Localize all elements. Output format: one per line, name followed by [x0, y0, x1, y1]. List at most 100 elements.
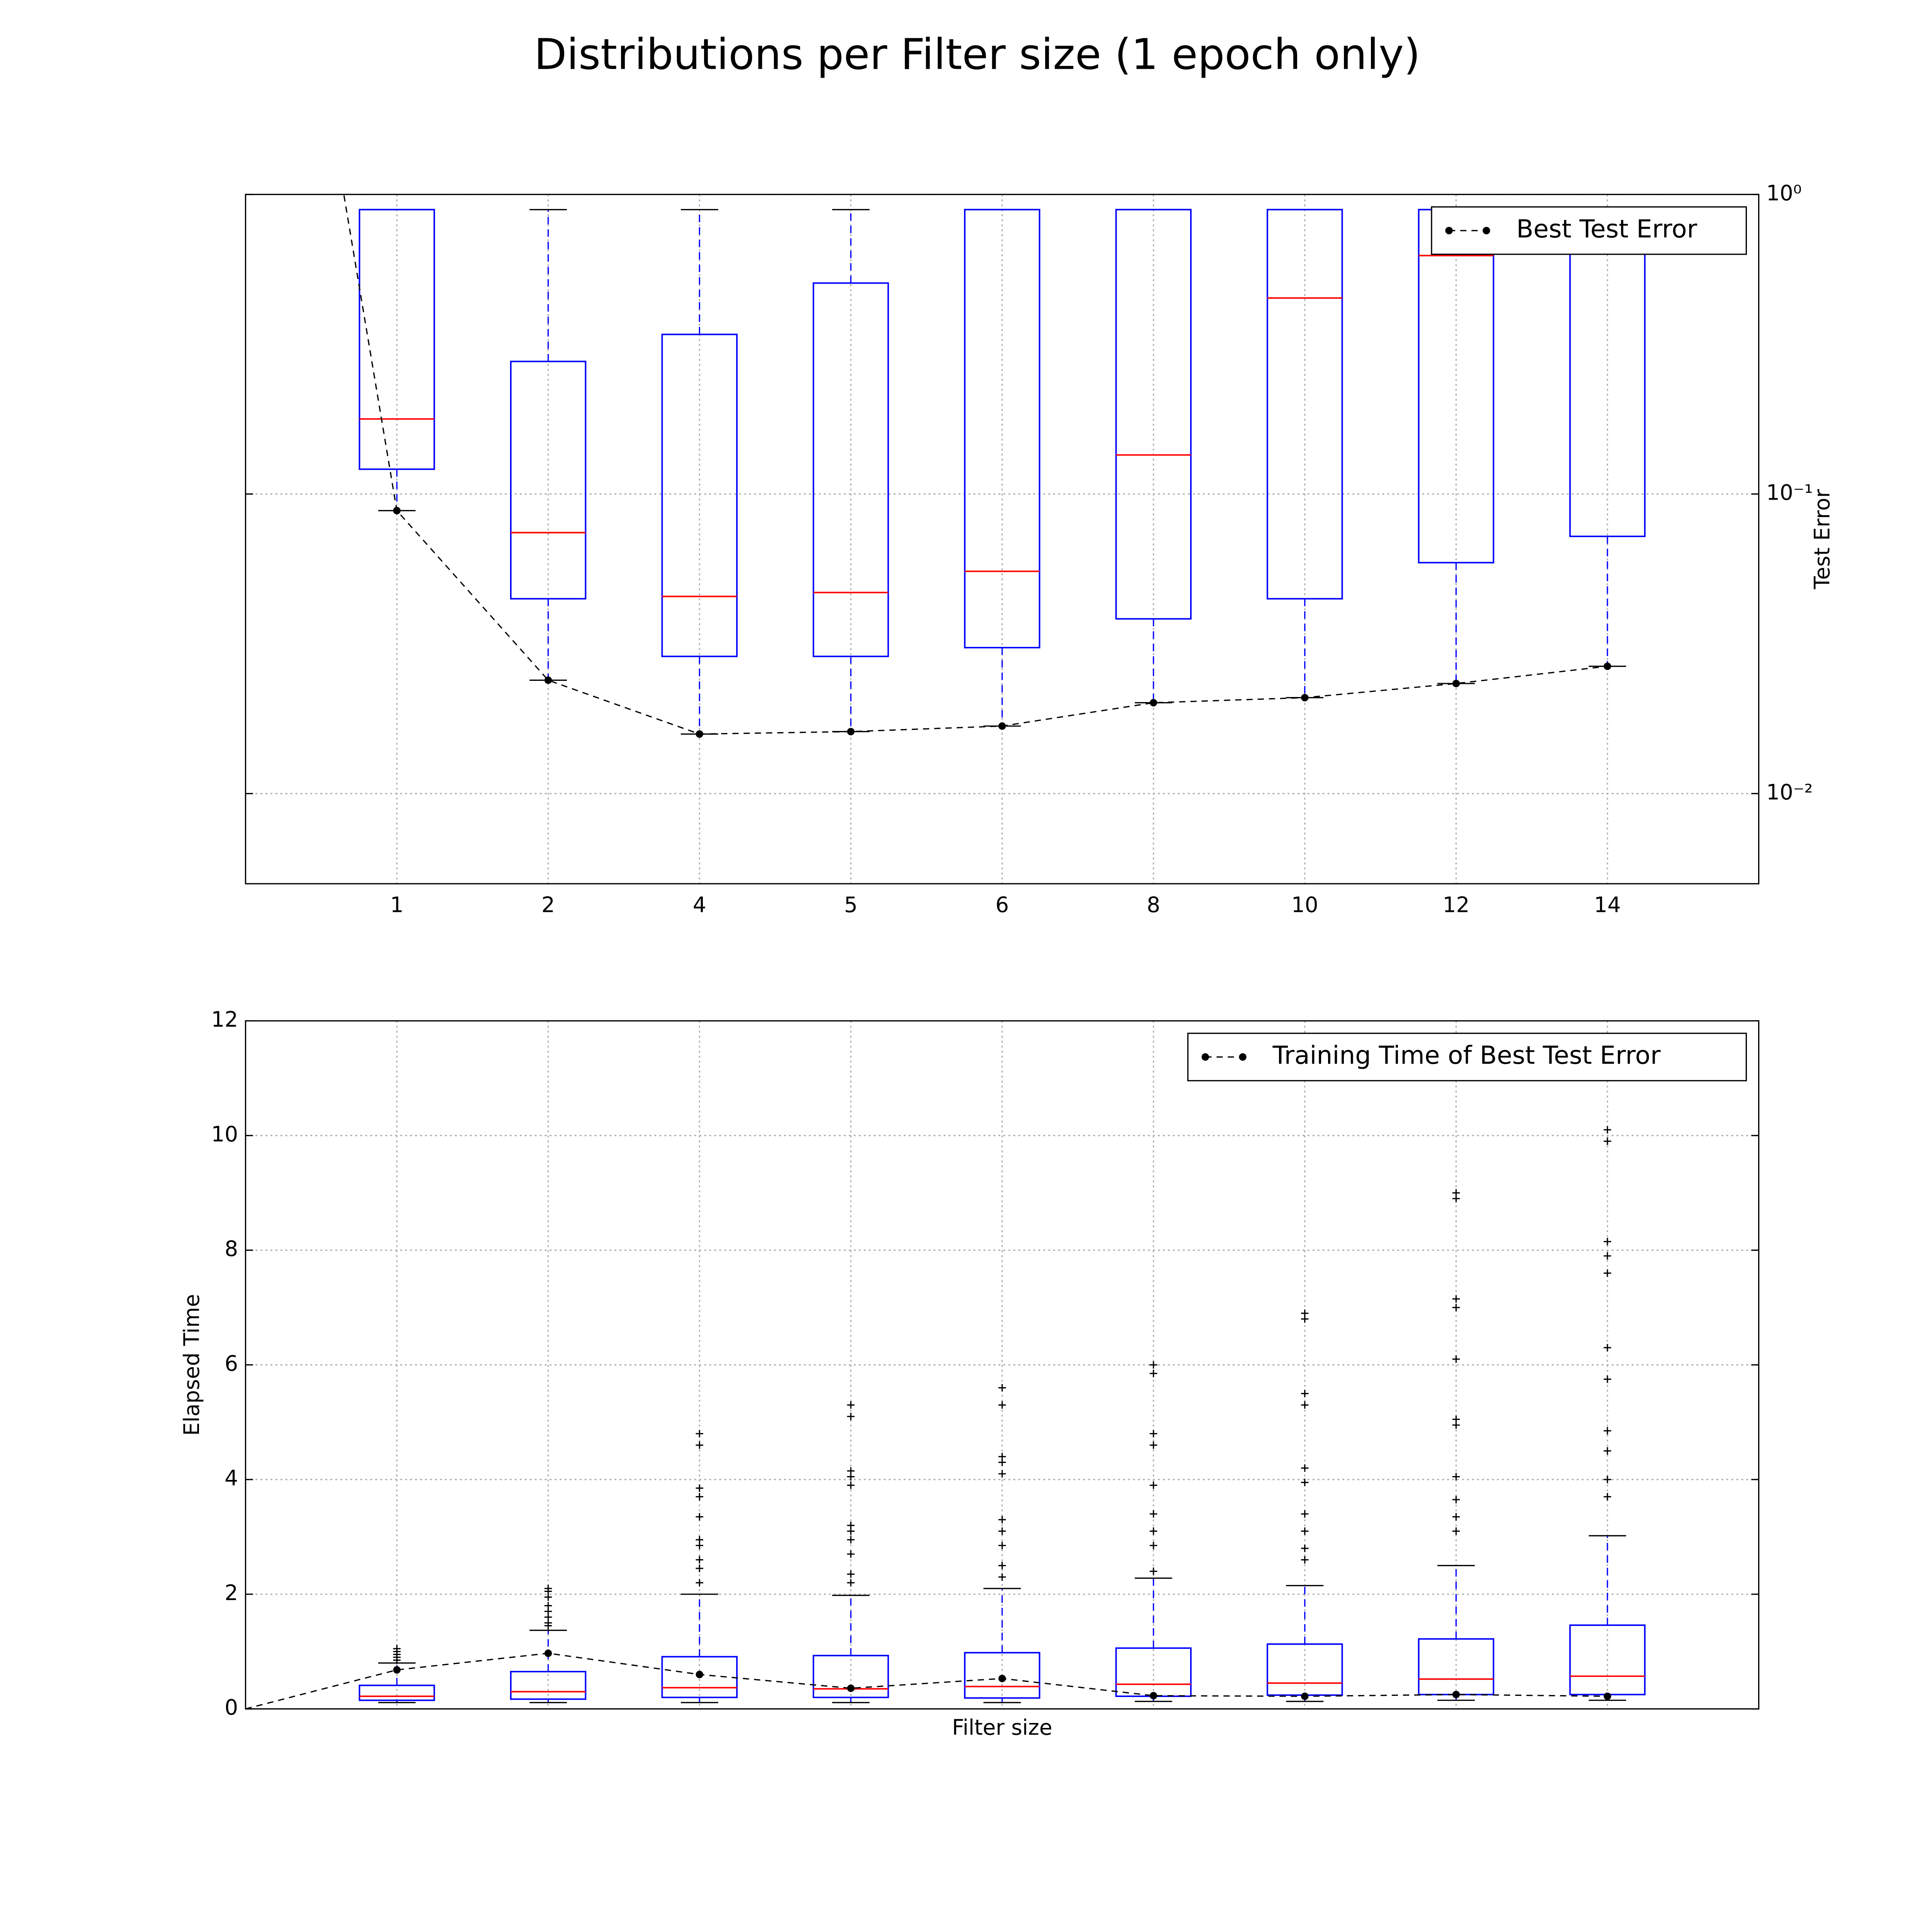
- box: [510, 361, 587, 600]
- line: [245, 1653, 1608, 1709]
- y-tick-label: 10⁻²: [1766, 780, 1813, 804]
- x-tick-label: 1: [390, 892, 404, 917]
- y-tick-label: 2: [224, 1580, 238, 1605]
- flier: [998, 1384, 1006, 1392]
- flier: [1452, 1189, 1460, 1197]
- y-tick-label: 4: [224, 1466, 238, 1490]
- flier: [1604, 1344, 1611, 1352]
- box: [813, 282, 889, 657]
- point: [544, 676, 552, 684]
- flier: [696, 1484, 703, 1492]
- line: [343, 194, 1608, 735]
- flier: [1452, 1355, 1460, 1363]
- point: [998, 722, 1006, 730]
- flier: [1301, 1544, 1309, 1552]
- flier: [998, 1470, 1006, 1478]
- x-tick-label: 4: [693, 892, 706, 917]
- flier: [1604, 1447, 1611, 1455]
- legend-label: Best Test Error: [1516, 214, 1697, 243]
- flier: [1604, 1126, 1611, 1134]
- flier: [1150, 1542, 1157, 1549]
- point: [1150, 699, 1157, 707]
- point: [1452, 680, 1460, 687]
- flier: [847, 1570, 855, 1578]
- y-tick-label: 8: [224, 1236, 238, 1261]
- box: [964, 209, 1041, 649]
- point: [1301, 1692, 1309, 1700]
- legend: Training Time of Best Test Error: [1187, 1032, 1747, 1082]
- box: [1569, 209, 1646, 537]
- flier: [1452, 1415, 1460, 1423]
- flier: [1150, 1481, 1157, 1489]
- x-tick-label: 6: [995, 892, 1009, 917]
- box: [1267, 209, 1343, 600]
- box: [964, 1652, 1041, 1699]
- point: [1452, 1690, 1460, 1699]
- flier: [1150, 1361, 1157, 1369]
- x-tick-label: 12: [1442, 892, 1469, 917]
- flier: [1150, 1430, 1157, 1437]
- flier: [696, 1565, 703, 1572]
- point: [696, 730, 703, 738]
- flier: [696, 1513, 703, 1521]
- point: [847, 1684, 855, 1692]
- point: [393, 1666, 401, 1674]
- flier: [1452, 1295, 1460, 1303]
- x-tick-label: 5: [844, 892, 857, 917]
- flier: [847, 1550, 855, 1558]
- point: [1604, 662, 1611, 670]
- flier: [1150, 1510, 1157, 1518]
- plot-frame: [245, 194, 1760, 884]
- plot-area: [343, 194, 1646, 738]
- flier: [998, 1516, 1006, 1524]
- point: [696, 1670, 703, 1679]
- y-tick-label: 10⁻¹: [1766, 480, 1813, 505]
- flier: [696, 1536, 703, 1544]
- flier: [1604, 1493, 1611, 1501]
- box: [1115, 209, 1192, 620]
- flier: [544, 1602, 552, 1610]
- point: [847, 728, 855, 736]
- plot: 0 2 4 6 8 10 12 Training Time of Best Test Erro…: [179, 1007, 1760, 1740]
- figure-title: Distributions per Filter size (1 epoch o…: [534, 30, 1420, 79]
- flier: [1150, 1441, 1157, 1449]
- flier: [1604, 1476, 1611, 1483]
- flier: [1604, 1252, 1611, 1260]
- x-tick-label: 8: [1147, 892, 1160, 917]
- flier: [1452, 1513, 1460, 1521]
- flier: [696, 1579, 703, 1587]
- flier: [847, 1481, 855, 1489]
- flier: [696, 1556, 703, 1564]
- flier: [847, 1401, 855, 1409]
- point: [544, 1649, 552, 1657]
- flier: [1301, 1401, 1309, 1409]
- flier: [1604, 1137, 1611, 1145]
- y-axis-label: Elapsed Time: [179, 1294, 204, 1436]
- flier: [696, 1441, 703, 1449]
- legend-label: Training Time of Best Test Error: [1272, 1041, 1661, 1070]
- box: [661, 1656, 738, 1698]
- flier: [998, 1542, 1006, 1549]
- flier: [1301, 1478, 1309, 1486]
- flier: [1452, 1473, 1460, 1481]
- flier: [847, 1467, 855, 1475]
- flier: [1301, 1510, 1309, 1518]
- flier: [696, 1493, 703, 1501]
- legend: Best Test Error: [1431, 206, 1747, 255]
- plot-area: [245, 1126, 1646, 1709]
- point: [1150, 1692, 1157, 1700]
- flier: [1150, 1527, 1157, 1535]
- flier: [847, 1522, 855, 1529]
- flier: [1150, 1567, 1157, 1575]
- flier: [847, 1413, 855, 1420]
- flier: [998, 1561, 1006, 1570]
- box: [510, 1671, 587, 1700]
- legend-marker: [1445, 227, 1453, 235]
- point: [1301, 694, 1309, 702]
- flier: [998, 1452, 1006, 1461]
- flier: [393, 1645, 401, 1653]
- y-axis-label: Test Error: [1810, 489, 1834, 589]
